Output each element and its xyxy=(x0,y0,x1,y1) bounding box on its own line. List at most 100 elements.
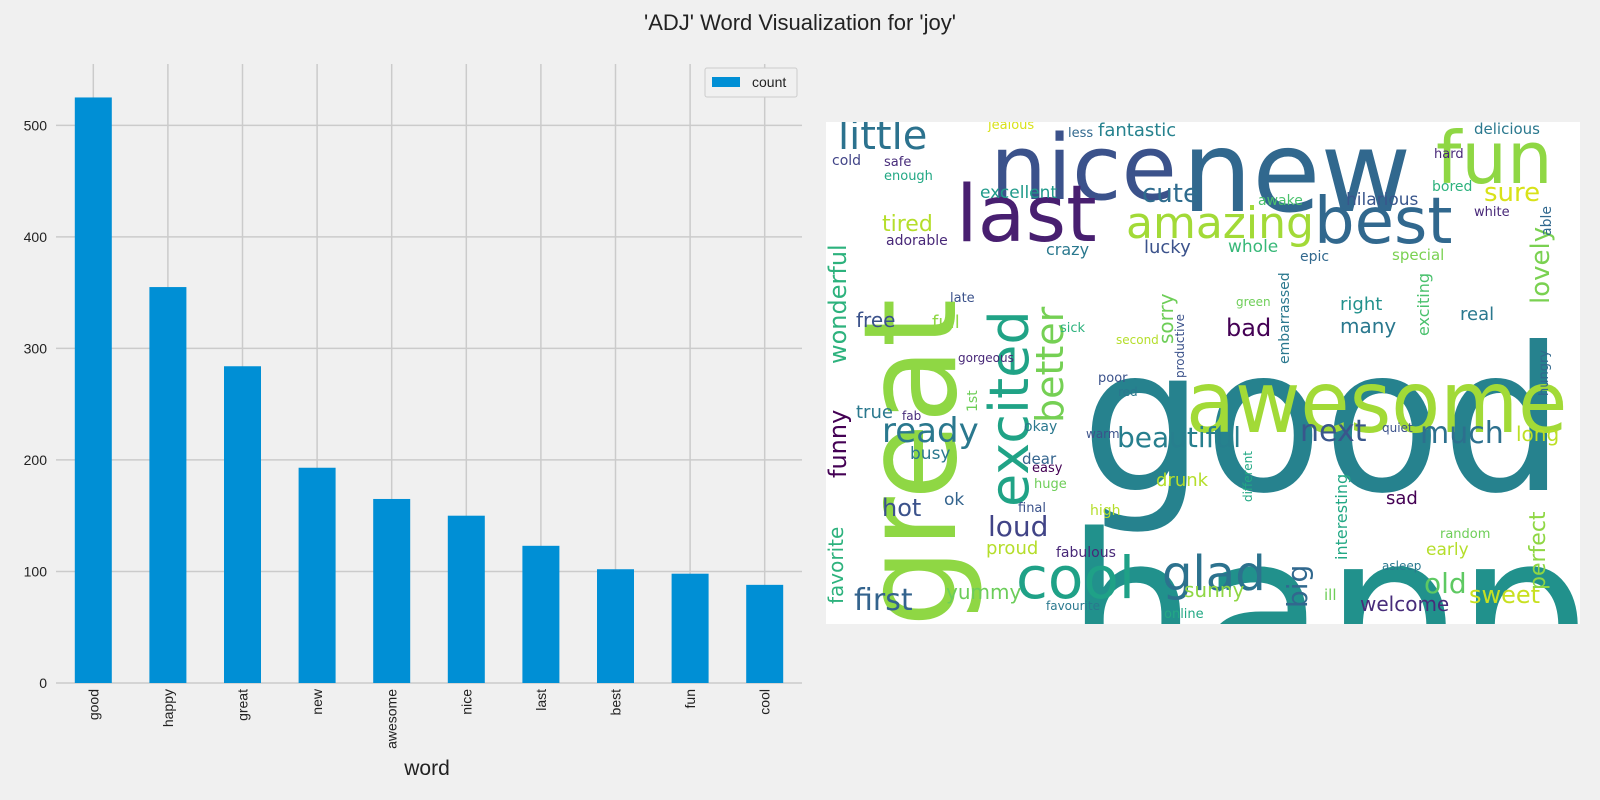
wordcloud-word-much: much xyxy=(1420,416,1504,451)
chart-bars xyxy=(74,97,784,683)
wordcloud-word-excellent: excellent xyxy=(980,183,1058,203)
y-tick-label: 0 xyxy=(39,675,47,691)
wordcloud-word-productive: productive xyxy=(1173,314,1187,378)
wordcloud-word-high: high xyxy=(1090,503,1121,519)
wordcloud-word-little: little xyxy=(838,122,928,159)
wordcloud-word-adorable: adorable xyxy=(886,233,948,249)
wordcloud-word-yummy: yummy xyxy=(946,580,1022,604)
wordcloud-word-happy: happy xyxy=(1066,489,1580,625)
wordcloud-word-busy: busy xyxy=(910,444,951,464)
wordcloud-word-white: white xyxy=(1474,205,1510,220)
figure-title: 'ADJ' Word Visualization for 'joy' xyxy=(644,10,956,35)
wordcloud-word-long: long xyxy=(1516,422,1560,446)
wordcloud-word-crazy: crazy xyxy=(1046,240,1090,259)
wordcloud-word-best: best xyxy=(1314,185,1453,259)
wordcloud-word-awesome: awesome xyxy=(1186,353,1568,453)
wordcloud-word-last: last xyxy=(956,170,1097,260)
wordcloud-word-amazing: amazing xyxy=(1126,198,1314,249)
wordcloud-word-hilarious: hilarious xyxy=(1346,190,1419,210)
wordcloud-word-sick: sick xyxy=(1060,321,1086,336)
wordcloud-word-epic: epic xyxy=(1300,249,1330,265)
wordcloud-word-huge: huge xyxy=(1034,477,1067,492)
x-tick-label: best xyxy=(608,689,624,716)
wordcloud-word-ready: ready xyxy=(882,411,979,451)
bar-fun xyxy=(671,573,709,683)
x-tick-label: last xyxy=(533,689,549,711)
wordcloud-word-bad: bad xyxy=(1226,314,1272,342)
wordcloud-word-hungry: hungry xyxy=(1537,349,1552,396)
wordcloud-word-different: different xyxy=(1241,451,1255,502)
wordcloud-word-fabulous: fabulous xyxy=(1056,545,1116,561)
wordcloud-word-cold: cold xyxy=(832,153,862,169)
y-tick-label: 200 xyxy=(24,452,48,468)
wordcloud-word-okay: okay xyxy=(1024,419,1058,435)
wordcloud-word-real: real xyxy=(1460,304,1495,325)
y-tick-label: 400 xyxy=(24,229,48,245)
wordcloud-word-loud: loud xyxy=(988,510,1049,543)
wordcloud-word-embarrassed: embarrassed xyxy=(1277,272,1293,364)
legend-swatch-count xyxy=(712,77,740,87)
wordcloud-word-many: many xyxy=(1340,314,1397,338)
wordcloud-word-ill: ill xyxy=(1324,586,1337,604)
legend-label-count: count xyxy=(752,74,786,90)
wordcloud-word-easy: easy xyxy=(1032,461,1063,476)
wordcloud-word-nice: nice xyxy=(990,122,1177,221)
x-axis-ticks: good happy great new awesome nice last best fun c… xyxy=(85,688,772,749)
wordcloud-word-lovely: lovely xyxy=(1526,226,1556,304)
wordcloud-word-beautiful: beautiful xyxy=(1117,421,1242,454)
wordcloud-word-enough: enough xyxy=(884,169,933,184)
x-tick-label: new xyxy=(309,688,325,715)
bar-happy xyxy=(149,287,187,683)
wordcloud-word-whole: whole xyxy=(1228,237,1279,257)
wordcloud-word-next: next xyxy=(1300,414,1367,449)
wordcloud-word-early: early xyxy=(1426,540,1469,560)
wordcloud-word-bored: bored xyxy=(1432,179,1473,195)
wordcloud-word-random: random xyxy=(1440,527,1491,542)
wordcloud-word-ok: ok xyxy=(944,490,965,510)
wordcloud-word-poor: poor xyxy=(1098,371,1128,386)
wordcloud-word-second: second xyxy=(1116,333,1159,347)
x-tick-label: nice xyxy=(458,689,474,715)
wordcloud-word-delicious: delicious xyxy=(1474,122,1540,138)
wordcloud-word-red: red xyxy=(1118,385,1138,399)
wordcloud-word-lucky: lucky xyxy=(1144,237,1191,258)
bar-best xyxy=(597,569,634,683)
word-cloud: goodhappygreatnewniceawesomelastbestfune… xyxy=(826,122,1580,624)
bar-good xyxy=(74,97,112,683)
wordcloud-word-wonderful: wonderful xyxy=(826,244,852,364)
y-tick-label: 300 xyxy=(24,340,48,356)
wordcloud-word-online: online xyxy=(1164,607,1204,622)
wordcloud-word-free: free xyxy=(856,308,896,332)
bar-nice xyxy=(447,515,485,683)
y-tick-label: 500 xyxy=(24,117,48,133)
wordcloud-word-safe: safe xyxy=(884,155,912,170)
wordcloud-word-true: true xyxy=(856,402,893,423)
wordcloud-word-final: final xyxy=(1018,501,1047,516)
bar-awesome xyxy=(373,498,411,683)
wordcloud-word-first: first xyxy=(854,583,913,618)
wordcloud-word-proud: proud xyxy=(986,538,1039,559)
wordcloud-word-interesting: interesting xyxy=(1332,473,1351,560)
x-tick-label: good xyxy=(85,689,101,720)
legend-box xyxy=(704,67,798,98)
wordcloud-word-exciting: exciting xyxy=(1414,272,1433,336)
wordcloud-word-favourite: favourite xyxy=(1046,599,1100,613)
wordcloud-word-full: full xyxy=(932,312,960,333)
bar-last xyxy=(522,545,560,683)
wordcloud-word-hot: hot xyxy=(882,494,922,522)
wordcloud-word-new: new xyxy=(1182,122,1412,238)
wordcloud-word-perfect: perfect xyxy=(1526,511,1551,590)
wordcloud-word-dear: dear xyxy=(1022,450,1057,468)
wordcloud-word-fab: fab xyxy=(902,409,922,423)
wordcloud-word-big: big xyxy=(1281,564,1314,608)
wordcloud-word-cute: cute xyxy=(1142,179,1199,209)
x-tick-label: happy xyxy=(160,689,176,727)
x-axis-label: word xyxy=(403,757,450,780)
wordcloud-word-right: right xyxy=(1340,294,1383,315)
wordcloud-word-able: able xyxy=(1539,206,1555,236)
wordcloud-word-less: less xyxy=(1068,126,1094,141)
wordcloud-word-green: green xyxy=(1236,295,1271,309)
x-tick-label: fun xyxy=(682,689,698,708)
wordcloud-word-favorite: favorite xyxy=(826,526,848,604)
bar-great xyxy=(224,366,261,683)
